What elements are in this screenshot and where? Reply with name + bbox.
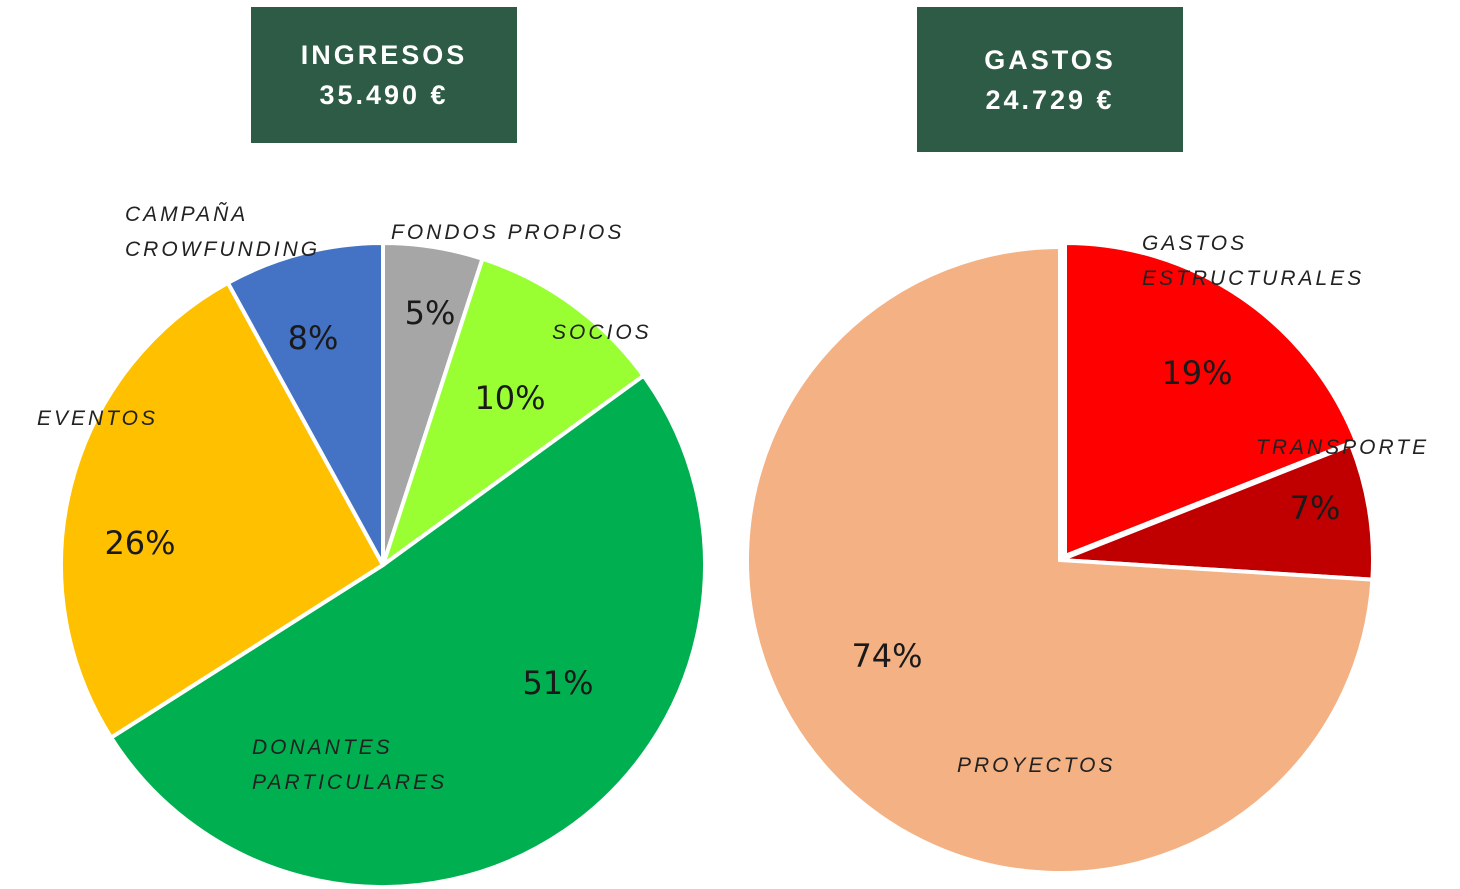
value-label: 74% [851,637,922,675]
category-label: CAMPAÑA CROWFUNDING [125,203,321,261]
category-label: DONANTES PARTICULARES [252,736,448,794]
pie-slice [379,256,647,571]
chart-title: GASTOS [984,44,1116,75]
pie-slice [1059,442,1375,582]
category-label: SOCIOS [552,321,652,344]
chart-subtitle: 24.729 € [985,84,1115,115]
category-label: GASTOS ESTRUCTURALES [1142,232,1365,290]
title-box: GASTOS 24.729 € [917,7,1183,152]
value-label: 51% [522,664,593,702]
value-label: 26% [104,524,175,562]
pie-slice [1063,240,1359,559]
value-label: 7% [1290,489,1341,527]
category-label: EVENTOS [37,407,158,430]
category-label: TRANSPORTE [1256,436,1430,459]
chart-subtitle: 35.490 € [319,80,449,110]
category-label: PROYECTOS [957,754,1116,777]
title-box: INGRESOS 35.490 € [251,7,517,143]
pie-slice [108,372,707,889]
value-label: 10% [474,379,545,417]
value-label: 5% [405,294,456,332]
chart-title: INGRESOS [300,40,468,70]
pie-slice [745,244,1375,875]
value-label: 8% [288,319,339,357]
pie-slice [59,280,386,741]
category-label: FONDOS PROPIOS [391,221,625,244]
value-label: 19% [1161,354,1232,392]
pie-slice [225,240,385,566]
